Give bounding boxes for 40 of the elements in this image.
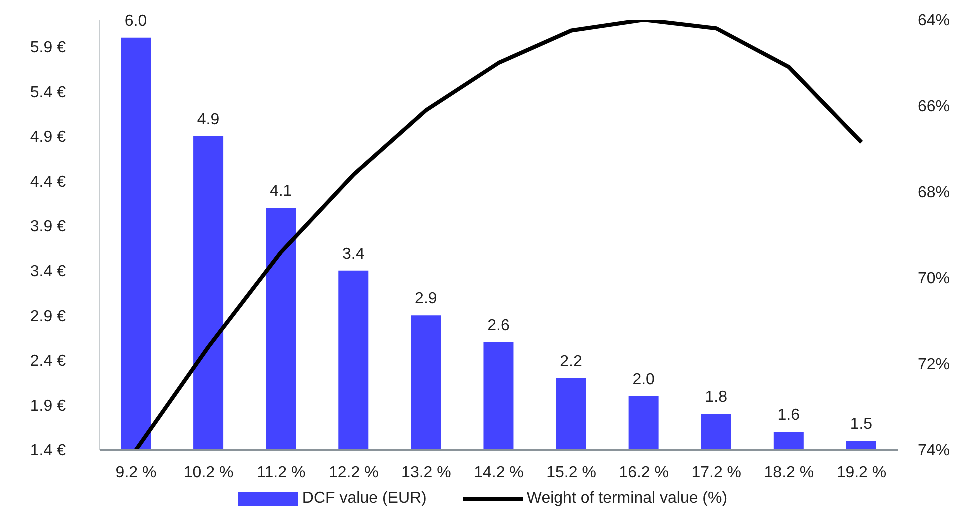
x-tick-label: 15.2 % <box>546 464 596 482</box>
data-label: 1.6 <box>778 407 800 424</box>
x-tick-label: 10.2 % <box>184 464 234 482</box>
data-label: 1.5 <box>850 416 873 434</box>
x-tick-label: 13.2 % <box>402 464 452 482</box>
x-tick-label: 17.2 % <box>692 464 742 482</box>
y2-tick-label: 64% <box>918 12 950 30</box>
legend-label: DCF value (EUR) <box>302 490 427 508</box>
y-tick-label: 1.9 € <box>30 398 66 415</box>
data-label: 2.0 <box>632 371 656 388</box>
data-label: 2.6 <box>488 318 510 334</box>
data-label: 4.1 <box>270 183 292 200</box>
y-tick-label: 2.4 € <box>30 353 66 370</box>
y2-tick-label: 66% <box>918 98 950 116</box>
y2-tick-label: 72% <box>918 356 950 374</box>
y2-tick-label: 70% <box>918 270 950 288</box>
y-tick-label: 3.4 € <box>30 264 66 281</box>
data-label: 2.2 <box>560 353 582 370</box>
x-tick-label: 18.2 % <box>764 464 814 482</box>
data-label: 1.8 <box>705 389 728 406</box>
y-tick-label: 4.4 € <box>30 174 66 191</box>
x-tick-label: 19.2 % <box>836 464 887 482</box>
y-tick-label: 3.9 € <box>30 218 66 236</box>
y-tick-label: 2.9 € <box>30 308 66 326</box>
x-tick-label: 12.2 % <box>329 464 379 482</box>
x-tick-label: 11.2 % <box>257 464 306 482</box>
legend-label: Weight of terminal value (%) <box>526 490 728 508</box>
y2-tick-label: 74% <box>918 442 950 460</box>
data-label: 2.9 <box>415 290 438 308</box>
x-tick-label: 16.2 % <box>619 464 669 482</box>
y-tick-label: 5.9 € <box>30 40 66 57</box>
y-tick-label: 5.4 € <box>30 84 66 102</box>
data-label: 6.0 <box>124 12 148 30</box>
x-tick-label: 14.2 % <box>474 464 524 482</box>
data-label: 4.9 <box>197 111 220 128</box>
data-label: 3.4 <box>342 246 365 263</box>
y-tick-label: 4.9 € <box>30 129 66 146</box>
y2-tick-label: 68% <box>918 184 950 202</box>
x-tick-label: 9.2 % <box>116 464 157 482</box>
y-tick-label: 1.4 € <box>30 442 66 460</box>
